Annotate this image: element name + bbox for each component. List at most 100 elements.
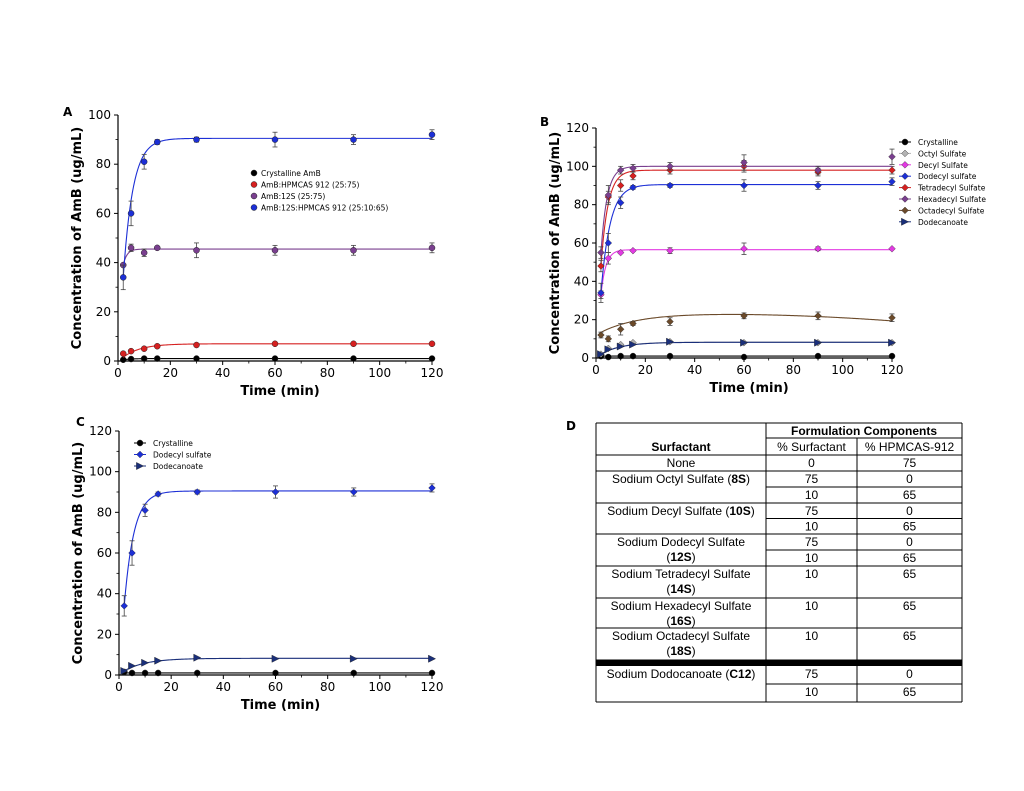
y-tick-label: 120 — [89, 424, 112, 438]
table-row: Sodium Octadecyl Sulfate(18S) 10 65 — [596, 629, 962, 661]
pct-surfactant-value: 10 — [805, 567, 819, 581]
data-point — [629, 246, 637, 255]
table-row: Sodium Dodecyl Sulfate(12S) 75 0 10 65 — [596, 535, 962, 567]
legend-entry: Octyl Sulfate — [899, 149, 967, 158]
table-row: Sodium Decyl Sulfate (10S) 75 0 10 65 — [596, 504, 962, 535]
legend-entry: AmB:12S:HPMCAS 912 (25:10:65) — [250, 204, 388, 213]
surfactant-name: Sodium Decyl Sulfate (10S) — [607, 504, 754, 518]
surfactant-code-line: (18S) — [666, 644, 695, 658]
data-point — [140, 355, 148, 362]
legend-marker — [901, 217, 910, 226]
table-row: Sodium Hexadecyl Sulfate(16S) 10 65 — [596, 599, 962, 629]
data-point — [428, 340, 436, 348]
legend-marker — [136, 439, 144, 447]
series-dodecyl-sulfate — [120, 483, 436, 617]
legend-marker — [901, 161, 909, 169]
surfactant-code: 10S — [729, 504, 750, 518]
surfactant-code: 12S — [670, 550, 691, 564]
legend-entry: Tetradecyl Sulfate — [899, 184, 986, 193]
surfactant-name: Sodium Octyl Sulfate (8S) — [612, 472, 750, 486]
x-tick-label: 60 — [268, 680, 283, 694]
data-point — [814, 245, 822, 253]
data-point — [271, 136, 279, 143]
data-point — [740, 245, 748, 253]
legend-entry: AmB:12S (25:75) — [250, 192, 325, 201]
legend-marker — [250, 169, 258, 177]
surfactant-label: Sodium Dodocanoate ( — [607, 667, 730, 681]
data-point — [350, 355, 357, 362]
y-tick-label: 40 — [97, 587, 112, 601]
surfactant-code-close: ) — [692, 582, 696, 596]
panel-c-chart: C 0 20 40 60 80 100 120 0 20 40 60 80 100 120 Time (min… — [71, 415, 443, 713]
data-point — [271, 488, 280, 496]
series-fit-line — [122, 343, 432, 358]
data-point — [666, 162, 674, 171]
legend-entry: Crystalline — [899, 138, 958, 147]
legend-label: AmB:HPMCAS 912 (25:75) — [261, 181, 359, 190]
data-point — [350, 488, 358, 496]
data-point — [127, 210, 135, 217]
data-point — [141, 658, 150, 667]
data-point — [616, 181, 625, 190]
legend-label: Crystalline — [918, 138, 958, 147]
surfactant-label: Sodium Hexadecyl Sulfate — [611, 599, 752, 613]
pct-hpmcas-value: 65 — [903, 567, 917, 581]
surfactant-label: Sodium Decyl Sulfate ( — [607, 504, 729, 518]
x-tick-label: 20 — [163, 366, 178, 380]
data-point — [888, 166, 896, 174]
panel-a-chart: A 0 20 40 60 80 100 120 0 20 40 60 80 100 Time (min) Co… — [63, 105, 443, 399]
y-tick-label: 80 — [574, 198, 589, 212]
data-point — [616, 248, 625, 257]
x-axis-title: Time (min) — [709, 381, 788, 396]
data-point — [349, 654, 358, 663]
surfactant-code-close: ) — [692, 614, 696, 628]
y-tick-label: 60 — [97, 546, 112, 560]
legend-entry: Octadecyl Sulfate — [899, 206, 985, 215]
legend-marker — [901, 195, 909, 203]
data-point — [154, 669, 162, 677]
data-point — [350, 247, 357, 254]
y-tick-label: 0 — [581, 351, 589, 365]
data-point — [666, 246, 674, 255]
data-point — [271, 340, 279, 348]
table-header-pct-surfactant: % Surfactant — [777, 440, 846, 454]
legend-marker — [250, 181, 258, 188]
data-point — [140, 158, 148, 165]
data-point — [127, 347, 135, 355]
pct-surfactant-value: 75 — [805, 535, 819, 549]
pct-surfactant-value: 10 — [805, 599, 819, 613]
y-tick-label: 120 — [566, 121, 589, 135]
surfactant-code: 8S — [731, 472, 746, 486]
series-octyl-sulfate — [597, 338, 896, 358]
data-point — [666, 181, 674, 190]
data-point — [128, 549, 136, 557]
data-point — [616, 342, 625, 351]
data-point — [814, 181, 822, 190]
y-tick-label: 0 — [104, 668, 112, 682]
data-point — [814, 166, 822, 174]
series-fit-line — [600, 341, 892, 355]
data-point — [120, 602, 128, 610]
data-point — [154, 342, 161, 350]
y-tick-label: 80 — [96, 157, 111, 171]
surfactant-code-open: ( — [666, 614, 670, 628]
x-tick-label: 100 — [368, 680, 391, 694]
data-point — [666, 337, 675, 346]
panel-label: C — [76, 415, 85, 429]
series-fit-line — [600, 165, 892, 253]
data-point — [193, 653, 202, 662]
surfactant-code: 14S — [670, 582, 691, 596]
data-point — [604, 191, 613, 199]
data-point — [888, 153, 896, 161]
series-crystalline-amb — [119, 355, 436, 364]
pct-hpmcas-value: 0 — [906, 504, 913, 518]
data-point — [428, 244, 436, 252]
data-point — [617, 352, 624, 360]
surfactant-code-close: ) — [751, 667, 755, 681]
legend-entry: Dodecyl sulfate — [134, 451, 212, 460]
data-point — [271, 355, 279, 362]
data-point — [666, 317, 674, 326]
x-tick-label: 80 — [786, 363, 801, 377]
x-axis-title: Time (min) — [241, 698, 320, 713]
